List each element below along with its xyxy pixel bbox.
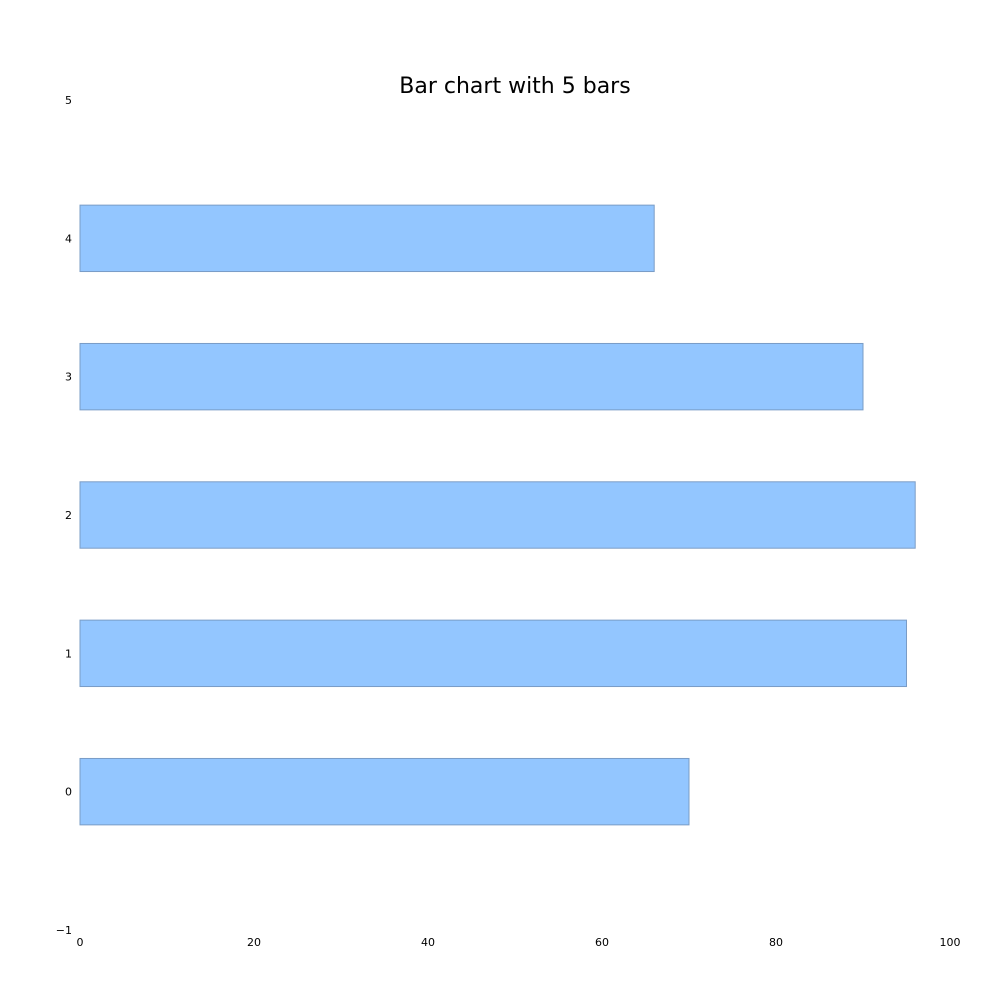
y-tick-label: 3 <box>65 371 72 384</box>
y-tick-label: 0 <box>65 786 72 799</box>
x-tick-label: 80 <box>769 936 783 949</box>
x-tick-labels: 0 20 40 60 80 100 <box>77 936 961 949</box>
bar-0 <box>79 757 690 826</box>
y-tick-label: 2 <box>65 509 72 522</box>
bar-4 <box>79 204 655 273</box>
x-tick-label: 40 <box>421 936 435 949</box>
y-tick-label: −1 <box>56 924 72 937</box>
x-tick-label: 60 <box>595 936 609 949</box>
y-tick-label: 5 <box>65 94 72 107</box>
y-tick-label: 4 <box>65 232 72 245</box>
x-tick-label: 20 <box>247 936 261 949</box>
bars-group <box>79 204 916 826</box>
x-tick-label: 100 <box>940 936 961 949</box>
x-tick-label: 0 <box>77 936 84 949</box>
y-tick-labels: −1 0 1 2 3 4 5 <box>56 94 72 937</box>
y-tick-label: 1 <box>65 647 72 660</box>
chart-title: Bar chart with 5 bars <box>399 74 630 99</box>
bar-2 <box>79 481 916 549</box>
bar-3 <box>79 342 864 411</box>
bar-1 <box>79 619 907 688</box>
